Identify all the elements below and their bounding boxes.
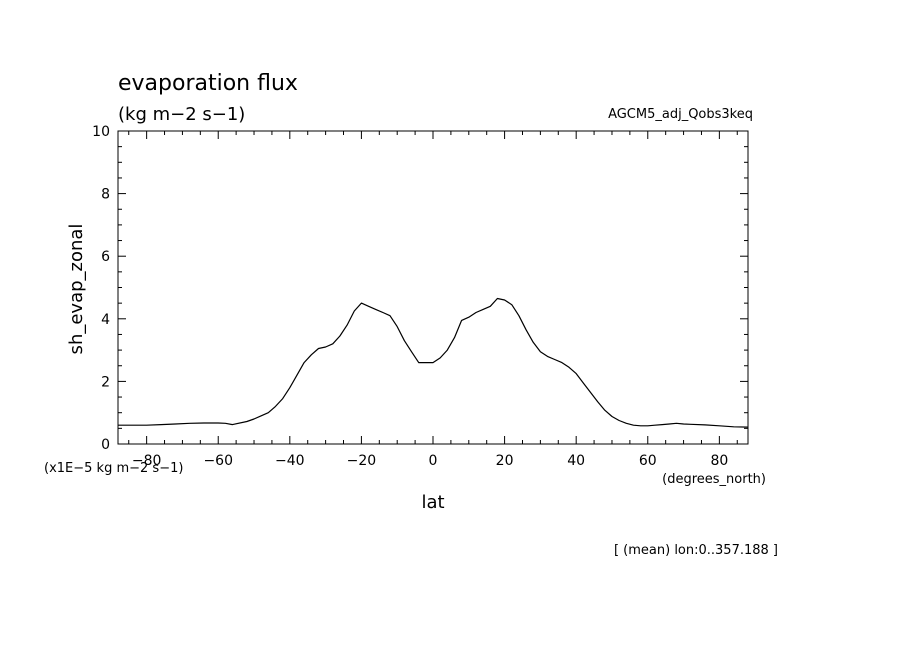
dataset-label: AGCM5_adj_Qobs3keq bbox=[608, 107, 753, 122]
y-tick-label: 10 bbox=[92, 124, 110, 140]
y-tick-label: 2 bbox=[101, 374, 110, 390]
x-tick-label: −20 bbox=[347, 453, 377, 469]
x-tick-labels: −80 −60 −40 −20 0 20 40 60 80 bbox=[132, 453, 728, 469]
y-tick-label: 8 bbox=[101, 187, 110, 203]
x-tick-label: 80 bbox=[710, 453, 728, 469]
x-tick-label: 0 bbox=[429, 453, 438, 469]
x-units-label: (degrees_north) bbox=[662, 472, 766, 487]
ticks-layer bbox=[118, 130, 748, 445]
x-tick-label: 20 bbox=[496, 453, 514, 469]
chart-units: (kg m−2 s−1) bbox=[118, 104, 245, 125]
y-tick-label: 0 bbox=[101, 437, 110, 453]
y-scale-note: (x1E−5 kg m−2 s−1) bbox=[44, 461, 183, 476]
footnote: [ (mean) lon:0..357.188 ] bbox=[614, 543, 778, 558]
x-tick-label: −60 bbox=[203, 453, 233, 469]
chart-title: evaporation flux bbox=[118, 71, 298, 96]
series-line-0 bbox=[118, 297, 749, 428]
x-axis-title: lat bbox=[421, 492, 444, 513]
y-axis-title: sh_evap_zonal bbox=[66, 224, 87, 355]
series-layer bbox=[118, 297, 749, 428]
x-tick-label: 40 bbox=[567, 453, 585, 469]
x-tick-label: −40 bbox=[275, 453, 305, 469]
y-tick-labels: 0 2 4 6 8 10 bbox=[92, 124, 110, 453]
x-tick-label: 60 bbox=[639, 453, 657, 469]
y-tick-label: 6 bbox=[101, 249, 110, 265]
x-tick-label: −80 bbox=[132, 453, 162, 469]
y-tick-label: 4 bbox=[101, 312, 110, 328]
